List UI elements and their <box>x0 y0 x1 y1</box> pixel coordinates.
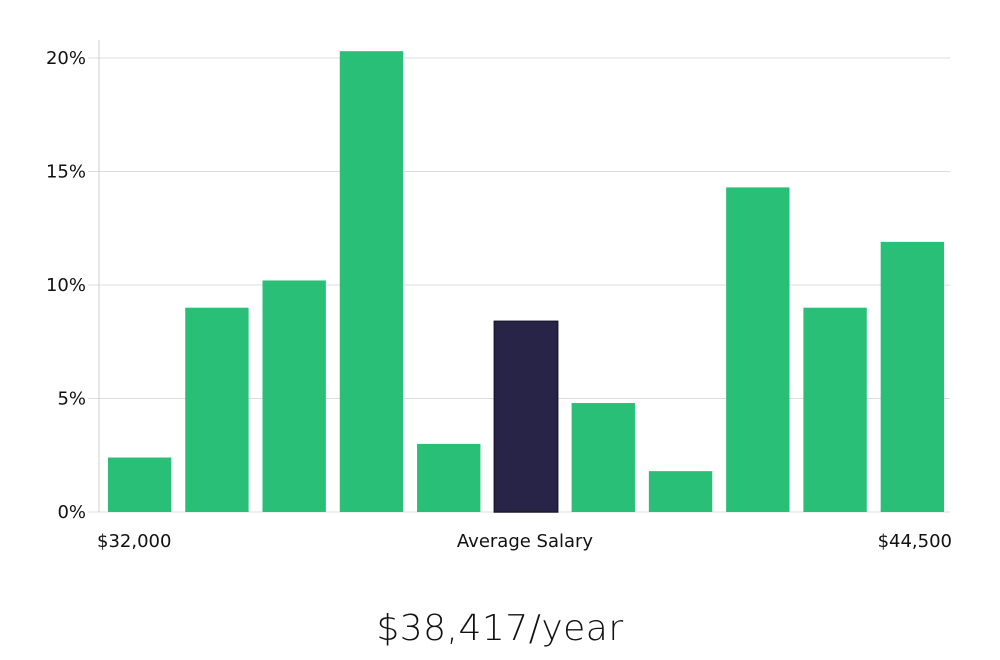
y-tick-label: 5% <box>57 389 86 410</box>
bar <box>726 187 790 512</box>
average-salary-value: $38,417/year <box>376 608 624 649</box>
y-tick-label: 15% <box>46 162 86 183</box>
bars <box>107 51 945 513</box>
x-min-label: $32,000 <box>97 531 171 552</box>
x-axis-title: Average Salary <box>457 531 594 552</box>
bar <box>571 403 635 512</box>
x-max-label: $44,500 <box>878 531 952 552</box>
bar <box>339 51 404 512</box>
bar-average-salary <box>493 320 559 513</box>
y-tick-label: 0% <box>57 502 86 523</box>
y-tick-label: 10% <box>46 275 86 296</box>
y-tick-labels: 0% 5% 10% 15% 20% <box>46 48 86 523</box>
bar <box>648 471 713 512</box>
bar <box>880 241 945 512</box>
y-tick-label: 20% <box>46 48 86 69</box>
bar <box>262 280 326 512</box>
bar <box>803 307 867 512</box>
bar <box>185 307 249 512</box>
bar <box>417 443 481 512</box>
bar <box>107 457 172 512</box>
